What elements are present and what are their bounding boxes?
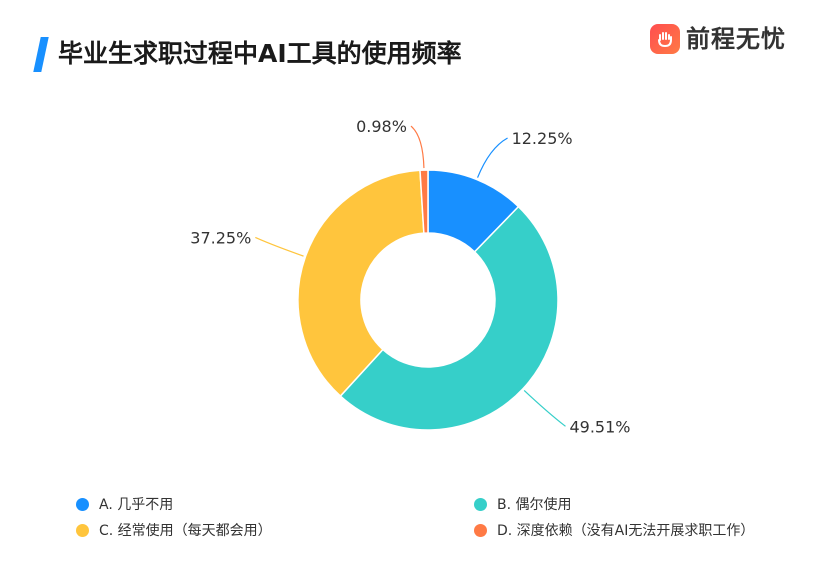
legend-dot-icon bbox=[76, 523, 89, 537]
data-label-c: 37.25% bbox=[190, 228, 251, 247]
logo-text: 前程无忧 bbox=[686, 25, 786, 53]
legend-label: B. 偶尔使用 bbox=[497, 497, 572, 513]
legend-dot-icon bbox=[474, 497, 487, 511]
legend-dot-icon bbox=[474, 523, 487, 537]
legend-label: C. 经常使用（每天都会用） bbox=[99, 523, 272, 539]
leader-line-b bbox=[523, 389, 566, 427]
logo-hand-icon bbox=[650, 24, 680, 54]
legend-dot-icon bbox=[76, 497, 89, 511]
data-label-a: 12.25% bbox=[512, 129, 573, 148]
leader-line-c bbox=[255, 236, 304, 257]
legend-label: A. 几乎不用 bbox=[99, 497, 174, 513]
legend-item-c: C. 经常使用（每天都会用） bbox=[76, 520, 272, 540]
leader-line-a bbox=[477, 137, 508, 178]
donut-slice-c bbox=[297, 169, 425, 398]
data-label-d: 0.98% bbox=[356, 117, 407, 136]
chart-title: 毕业生求职过程中AI工具的使用频率 bbox=[58, 39, 462, 68]
legend-item-d: D. 深度依赖（没有AI无法开展求职工作） bbox=[474, 520, 754, 540]
donut-slice-b bbox=[339, 205, 559, 431]
legend-label: D. 深度依赖（没有AI无法开展求职工作） bbox=[497, 523, 755, 539]
leader-line-d bbox=[410, 125, 425, 169]
brand-logo: 前程无忧 bbox=[650, 22, 786, 56]
legend-item-b: B. 偶尔使用 bbox=[474, 494, 572, 514]
legend-item-a: A. 几乎不用 bbox=[76, 494, 173, 514]
donut-slice-d bbox=[419, 169, 429, 234]
data-label-b: 49.51% bbox=[569, 417, 630, 436]
